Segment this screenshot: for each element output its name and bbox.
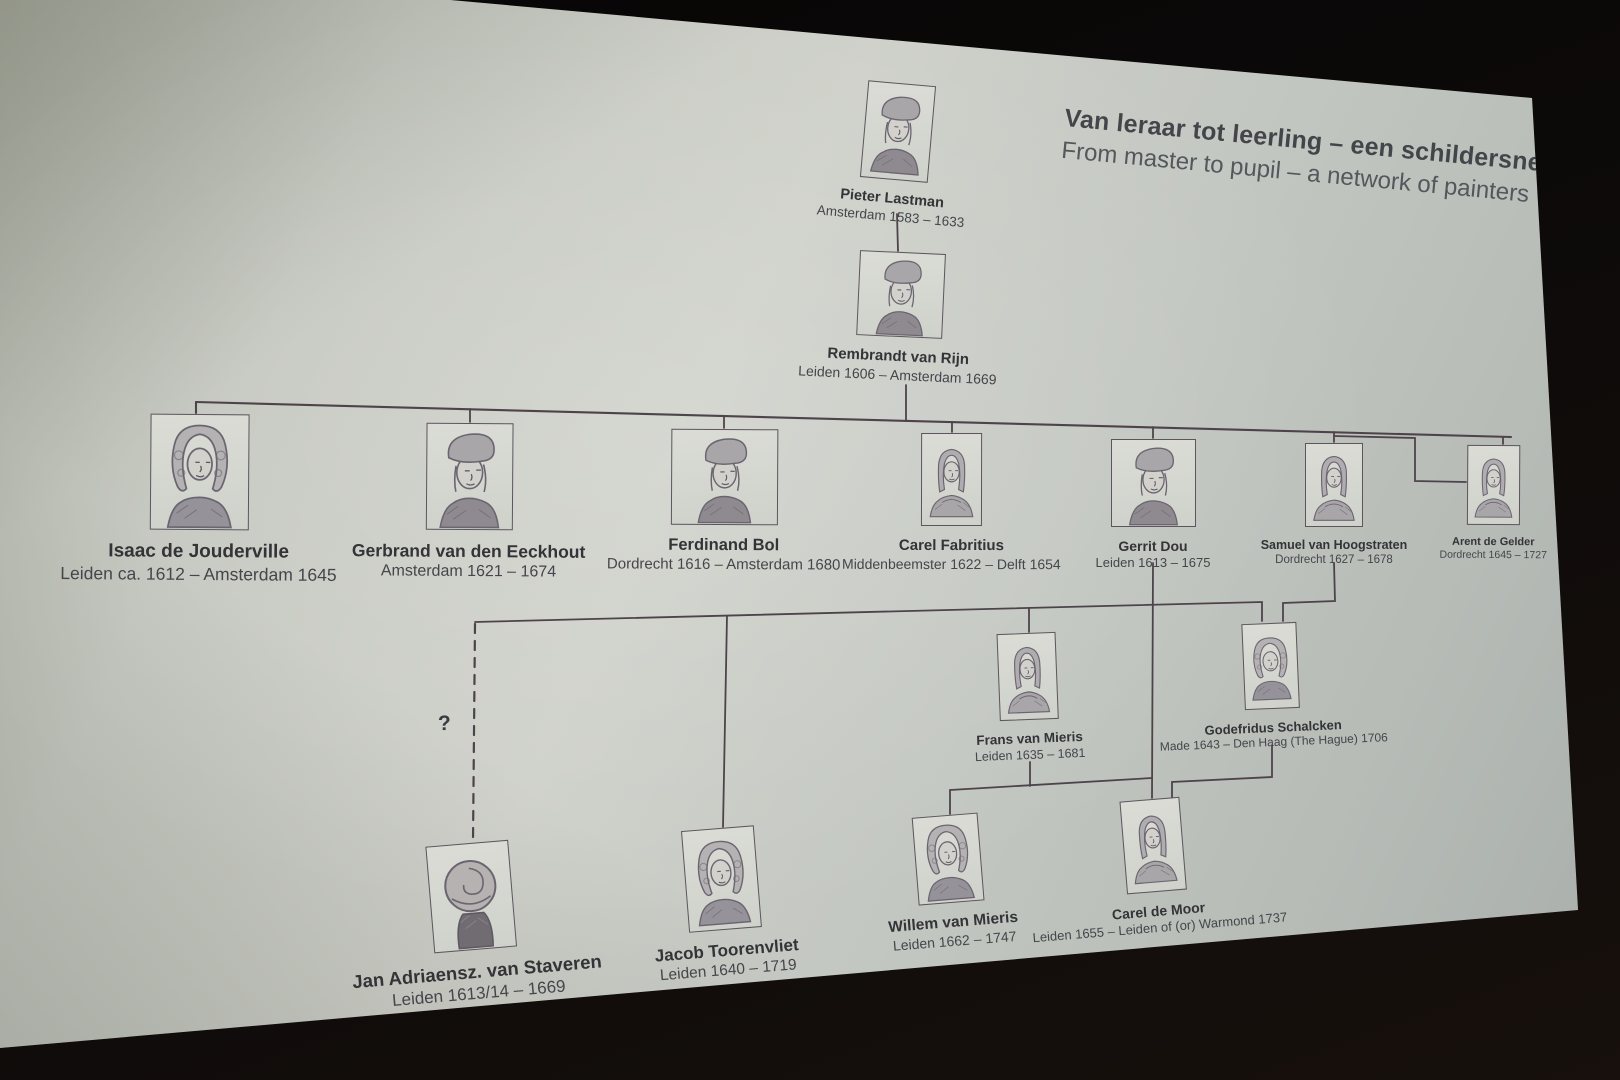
portrait-willem-van-mieris	[911, 812, 985, 906]
painter-name: Gerbrand van den Eeckhout	[351, 540, 586, 562]
painter-dates: Dordrecht 1645 – 1727	[1439, 548, 1547, 562]
painter-dates: Leiden 1613 – 1675	[1095, 554, 1211, 570]
uncertain-relationship-mark: ?	[437, 711, 452, 736]
edge-rembrandt-pupils-rail	[194, 400, 1513, 439]
painter-node-jacob-toorenvliet: Jacob Toorenvliet Leiden 1640 – 1719	[617, 820, 829, 989]
painter-node-pieter-lastman: Pieter Lastman Amsterdam 1583 – 1633	[790, 75, 1002, 235]
edge-mieris-pupils-rail	[949, 777, 1153, 791]
painter-node-isaac-de-jouderville: Isaac de Jouderville Leiden ca. 1612 – A…	[53, 413, 344, 587]
portrait-carel-fabritius	[920, 432, 983, 527]
painter-node-carel-de-moor: Carel de Moor Leiden 1655 – Leiden of (o…	[1015, 788, 1295, 947]
portrait-rembrandt-van-rijn	[856, 250, 946, 339]
painter-dates: Dordrecht 1627 – 1678	[1275, 553, 1393, 566]
portrait-gerrit-dou	[1110, 439, 1196, 527]
painter-node-gerbrand-van-den-eeckhout: Gerbrand van den Eeckhout Amsterdam 1621…	[338, 422, 599, 583]
portrait-arent-de-gelder	[1466, 444, 1521, 526]
edge-dou-pupils-rail	[474, 601, 1263, 623]
painter-name: Arent de Gelder	[1452, 535, 1535, 549]
edge-dou-toorenvliet	[722, 615, 728, 828]
painter-node-rembrandt-van-rijn: Rembrandt van Rijn Leiden 1606 – Amsterd…	[792, 247, 1008, 388]
painter-name: Carel Fabritius	[898, 536, 1004, 555]
edge-dou-staveren-uncertain	[471, 622, 477, 844]
edge-hoogstraten-schalcken	[1282, 562, 1336, 622]
edge-dou-demoor	[1151, 562, 1154, 799]
portrait-samuel-van-hoogstraten	[1305, 443, 1363, 527]
painter-node-gerrit-dou: Gerrit Dou Leiden 1613 – 1675	[1068, 439, 1238, 571]
edge-lastman-rembrandt	[896, 213, 899, 252]
portrait-carel-de-moor	[1119, 796, 1187, 895]
painter-dates: Amsterdam 1621 – 1674	[380, 562, 557, 581]
edge-schalcken-demoor	[1171, 745, 1273, 799]
painter-dates: Middenbeemster 1622 – Delft 1654	[842, 555, 1061, 572]
painter-node-jan-adriaensz-van-staveren: Jan Adriaensz. van Staveren Leiden 1613/…	[327, 832, 620, 1017]
portrait-ferdinand-bol	[670, 428, 778, 526]
painter-node-ferdinand-bol: Ferdinand Bol Dordrecht 1616 – Amsterdam…	[599, 428, 850, 575]
painter-node-frans-van-mieris: Frans van Mieris Leiden 1635 – 1681	[946, 630, 1111, 766]
painter-dates: Leiden ca. 1612 – Amsterdam 1645	[60, 563, 337, 586]
painter-dates: Dordrecht 1616 – Amsterdam 1680	[606, 555, 841, 575]
painter-node-carel-fabritius: Carel Fabritius Middenbeemster 1622 – De…	[834, 432, 1069, 573]
painter-name: Samuel van Hoogstraten	[1260, 538, 1408, 552]
portrait-godefridus-schalcken	[1241, 621, 1300, 711]
painter-name: Gerrit Dou	[1118, 538, 1188, 554]
painter-node-arent-de-gelder: Arent de Gelder Dordrecht 1645 – 1727	[1421, 444, 1567, 563]
painter-name: Isaac de Jouderville	[108, 540, 290, 563]
painter-name: Ferdinand Bol	[668, 535, 780, 555]
portrait-pieter-lastman	[859, 80, 937, 183]
portrait-frans-van-mieris	[996, 631, 1059, 722]
portrait-isaac-de-jouderville	[149, 413, 250, 531]
portrait-jacob-toorenvliet	[680, 825, 762, 933]
painter-node-samuel-van-hoogstraten: Samuel van Hoogstraten Dordrecht 1627 – …	[1244, 443, 1424, 568]
portrait-jan-adriaensz-van-staveren	[424, 839, 517, 954]
edge-hoogstraten-gelder	[1333, 435, 1467, 483]
painter-node-godefridus-schalcken: Godefridus Schalcken Made 1643 – Den Haa…	[1151, 618, 1391, 756]
portrait-gerbrand-van-den-eeckhout	[425, 422, 514, 531]
